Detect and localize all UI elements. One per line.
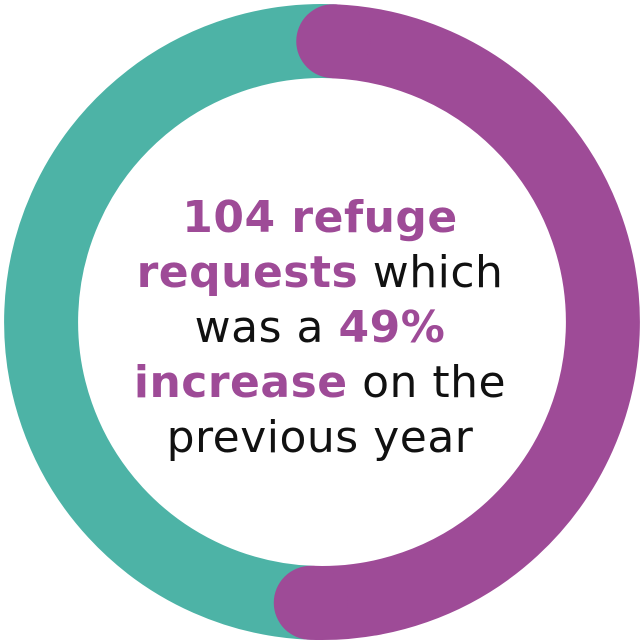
was-a-text: was a xyxy=(194,302,324,353)
on-the-text: on the xyxy=(362,357,507,408)
requests-text: requests xyxy=(136,247,359,298)
increase-text: increase xyxy=(133,357,348,408)
ring-cap-1 xyxy=(273,565,348,640)
ring-cap-0 xyxy=(296,4,371,79)
previous-year-text: previous year xyxy=(166,412,474,463)
caption-line-3: was a 49% xyxy=(70,300,570,355)
percent-increase-text: 49% xyxy=(338,302,446,353)
caption-line-1: 104 refuge xyxy=(70,190,570,245)
refuge-count-text: 104 refuge xyxy=(182,192,458,243)
caption-line-2: requests which xyxy=(70,245,570,300)
caption-line-5: previous year xyxy=(70,410,570,465)
ring-segment-0 xyxy=(309,4,640,640)
caption-line-4: increase on the xyxy=(70,355,570,410)
center-caption: 104 refuge requests which was a 49% incr… xyxy=(70,190,570,465)
ring-segment-1 xyxy=(4,4,335,640)
which-text: which xyxy=(372,247,504,298)
